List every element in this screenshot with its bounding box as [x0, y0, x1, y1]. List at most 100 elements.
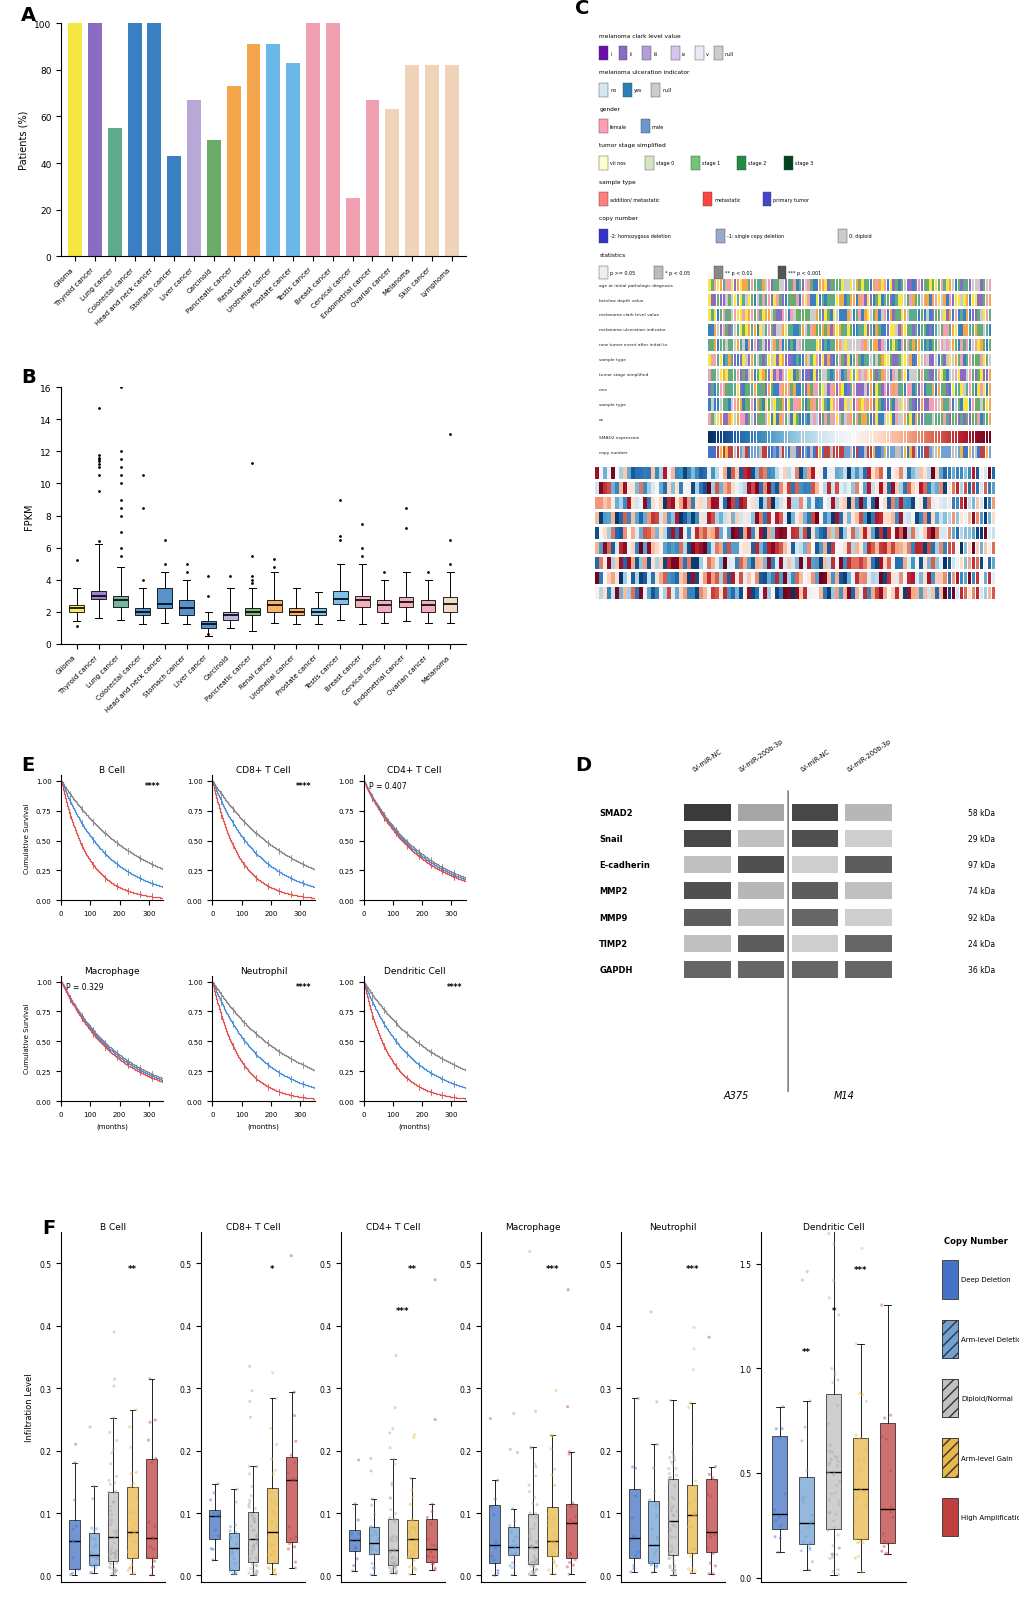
Bar	[882, 468, 887, 479]
Point	[851, 1382, 867, 1407]
Bar	[798, 370, 801, 381]
Bar	[838, 447, 841, 458]
Bar	[798, 447, 801, 458]
Bar	[855, 499, 858, 510]
Bar	[895, 310, 897, 323]
Bar	[914, 399, 917, 412]
Bar	[627, 468, 630, 479]
Point	[210, 1470, 226, 1496]
PathPatch shape	[442, 597, 457, 612]
Bar	[978, 542, 982, 555]
Point	[222, 1524, 238, 1549]
Bar	[823, 399, 826, 412]
Bar	[954, 279, 956, 292]
Bar	[799, 557, 802, 570]
Bar	[751, 513, 754, 525]
Bar	[986, 483, 990, 495]
Point	[343, 1520, 360, 1546]
Bar	[754, 483, 758, 495]
Bar	[925, 279, 928, 292]
Bar	[745, 310, 747, 323]
Point	[124, 1561, 141, 1587]
Bar	[841, 433, 843, 444]
Point	[249, 1559, 265, 1585]
Bar	[804, 384, 806, 397]
Bar	[870, 499, 874, 510]
Bar	[866, 447, 868, 458]
Point	[105, 1406, 121, 1432]
Point	[400, 1525, 417, 1551]
Bar	[882, 528, 887, 539]
Point	[503, 1562, 520, 1588]
Point	[427, 1558, 443, 1583]
Point	[680, 1556, 696, 1582]
Bar	[721, 355, 725, 366]
Bar	[739, 557, 742, 570]
Point	[127, 1541, 144, 1567]
Bar	[606, 587, 610, 599]
Point	[543, 1462, 559, 1488]
Bar	[783, 513, 786, 525]
Bar	[796, 413, 798, 426]
Bar	[911, 483, 914, 495]
Point	[224, 1540, 240, 1566]
Bar	[610, 573, 614, 584]
Point	[405, 1506, 421, 1532]
Bar	[970, 573, 974, 584]
Point	[542, 1436, 558, 1462]
Bar	[737, 883, 784, 901]
Text: vii nos: vii nos	[609, 161, 626, 166]
Text: TIMP2: TIMP2	[598, 939, 628, 947]
Point	[825, 1516, 842, 1541]
Point	[382, 1558, 398, 1583]
Bar	[926, 468, 930, 479]
Bar	[925, 355, 928, 366]
Bar	[751, 587, 754, 599]
Bar	[928, 324, 930, 337]
Point	[526, 1551, 542, 1577]
Point	[878, 1530, 895, 1556]
Bar	[897, 295, 900, 307]
Point	[882, 1495, 899, 1520]
Point	[624, 1454, 640, 1480]
Bar	[683, 513, 686, 525]
Bar	[971, 433, 973, 444]
PathPatch shape	[228, 1533, 238, 1570]
Bar	[767, 279, 769, 292]
Point	[829, 1522, 846, 1548]
Bar	[623, 468, 626, 479]
Bar	[900, 447, 903, 458]
Bar	[602, 542, 606, 555]
Bar	[826, 339, 828, 352]
Bar	[835, 399, 838, 412]
Bar	[761, 384, 764, 397]
Bar	[762, 499, 766, 510]
Bar	[954, 324, 956, 337]
Bar	[957, 370, 959, 381]
Bar	[987, 433, 990, 444]
Point	[120, 1558, 137, 1583]
Bar	[779, 573, 783, 584]
Bar	[920, 370, 922, 381]
Bar	[907, 483, 910, 495]
Point	[387, 1343, 404, 1369]
Bar	[951, 557, 954, 570]
Bar	[863, 447, 866, 458]
Bar	[822, 587, 826, 599]
Bar	[895, 324, 897, 337]
Point	[246, 1509, 262, 1535]
Bar	[833, 384, 835, 397]
Bar	[713, 339, 715, 352]
PathPatch shape	[421, 600, 435, 612]
Bar	[940, 413, 942, 426]
Point	[287, 1549, 304, 1575]
Bar	[815, 384, 817, 397]
Bar	[985, 384, 987, 397]
Bar	[691, 468, 694, 479]
Bar	[917, 433, 919, 444]
Bar	[907, 542, 910, 555]
Point	[120, 1540, 137, 1566]
Bar	[917, 370, 919, 381]
Bar	[826, 324, 828, 337]
Bar	[874, 513, 878, 525]
